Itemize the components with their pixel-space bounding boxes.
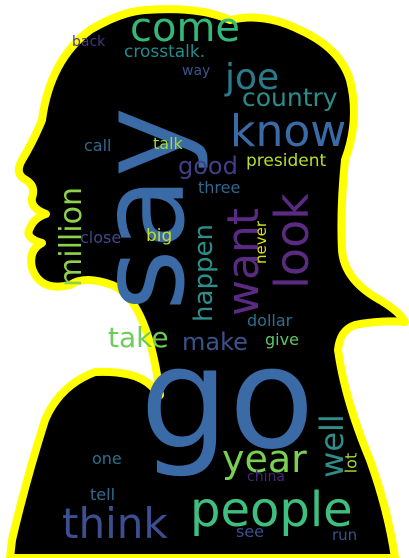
word-three: three: [198, 178, 241, 197]
word-china: china: [247, 469, 285, 485]
word-joe: joe: [225, 57, 280, 98]
word-never: never: [252, 220, 271, 265]
word-big: big: [146, 226, 173, 246]
word-happen: happen: [188, 224, 219, 322]
word-take: take: [108, 321, 169, 354]
word-country: country: [242, 83, 338, 112]
word-one: one: [92, 449, 122, 468]
head-outline: [6, 5, 409, 558]
word-dollar: dollar: [247, 311, 293, 330]
word-talk: talk: [153, 134, 183, 153]
word-way: way: [182, 63, 211, 79]
word-come: come: [130, 5, 241, 51]
word-people: people: [190, 482, 353, 538]
word-give: give: [265, 330, 299, 349]
word-back: back: [72, 34, 106, 50]
word-good: good: [178, 152, 238, 180]
word-see: see: [236, 522, 265, 541]
word-crosstalk: crosstalk.: [124, 42, 206, 62]
word-go: go: [140, 318, 315, 481]
word-run: run: [332, 526, 358, 544]
word-year: year: [222, 437, 307, 481]
word-lot: lot: [341, 452, 361, 474]
word-look: look: [264, 193, 319, 289]
word-call: call: [84, 136, 112, 155]
word-close: close: [80, 228, 122, 247]
word-tell: tell: [90, 485, 116, 504]
word-know: know: [230, 106, 347, 157]
word-president: president: [246, 151, 327, 171]
word-think: think: [62, 499, 168, 548]
word-make: make: [182, 328, 248, 356]
